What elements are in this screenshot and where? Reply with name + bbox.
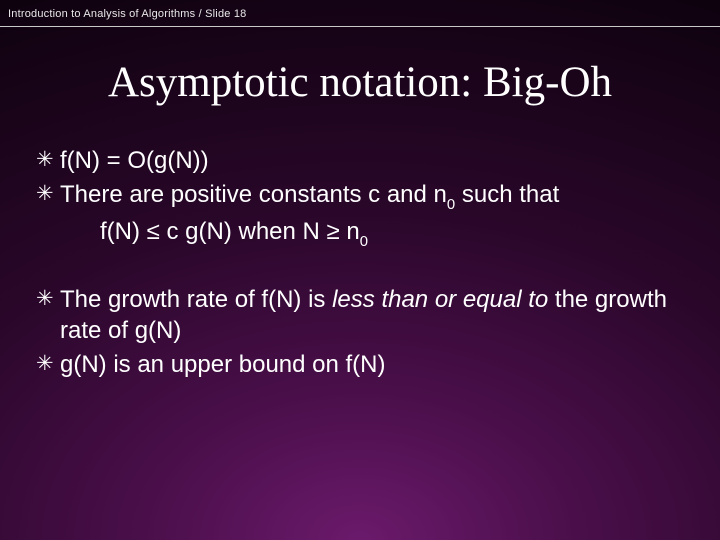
bullet-3-italic: less than or equal to: [332, 286, 548, 313]
header-rule: [0, 26, 720, 27]
bullet-4: ✳ g(N) is an upper bound on f(N): [36, 349, 684, 381]
bullet-mark-icon: ✳: [36, 349, 60, 378]
bullet-1-text: f(N) = O(g(N)): [60, 145, 684, 177]
slide: Introduction to Analysis of Algorithms /…: [0, 0, 720, 540]
bullet-2-indent-sub: 0: [360, 234, 368, 250]
bullet-mark-icon: ✳: [36, 179, 60, 208]
bullet-3-text: The growth rate of f(N) is less than or …: [60, 284, 684, 347]
bullet-2-text-a: There are positive constants c and n: [60, 181, 447, 208]
bullet-2: ✳ There are positive constants c and n0 …: [36, 179, 684, 214]
bullet-2-text: There are positive constants c and n0 su…: [60, 179, 684, 214]
bullet-1: ✳ f(N) = O(g(N)): [36, 145, 684, 177]
bullet-2-indent-a: f(N) ≤ c g(N) when N ≥ n: [100, 218, 360, 245]
bullet-2-sub: 0: [447, 197, 455, 213]
slide-header: Introduction to Analysis of Algorithms /…: [8, 8, 246, 20]
bullet-3-text-a: The growth rate of f(N) is: [60, 286, 332, 313]
bullet-mark-icon: ✳: [36, 145, 60, 174]
bullet-2-indent: f(N) ≤ c g(N) when N ≥ n0: [100, 216, 684, 251]
bullet-mark-icon: ✳: [36, 284, 60, 313]
bullet-2-text-b: such that: [455, 181, 559, 208]
slide-title: Asymptotic notation: Big-Oh: [0, 58, 720, 107]
bullet-4-text: g(N) is an upper bound on f(N): [60, 349, 684, 381]
spacer: [36, 254, 684, 284]
bullet-3: ✳ The growth rate of f(N) is less than o…: [36, 284, 684, 347]
slide-content: ✳ f(N) = O(g(N)) ✳ There are positive co…: [36, 145, 684, 383]
